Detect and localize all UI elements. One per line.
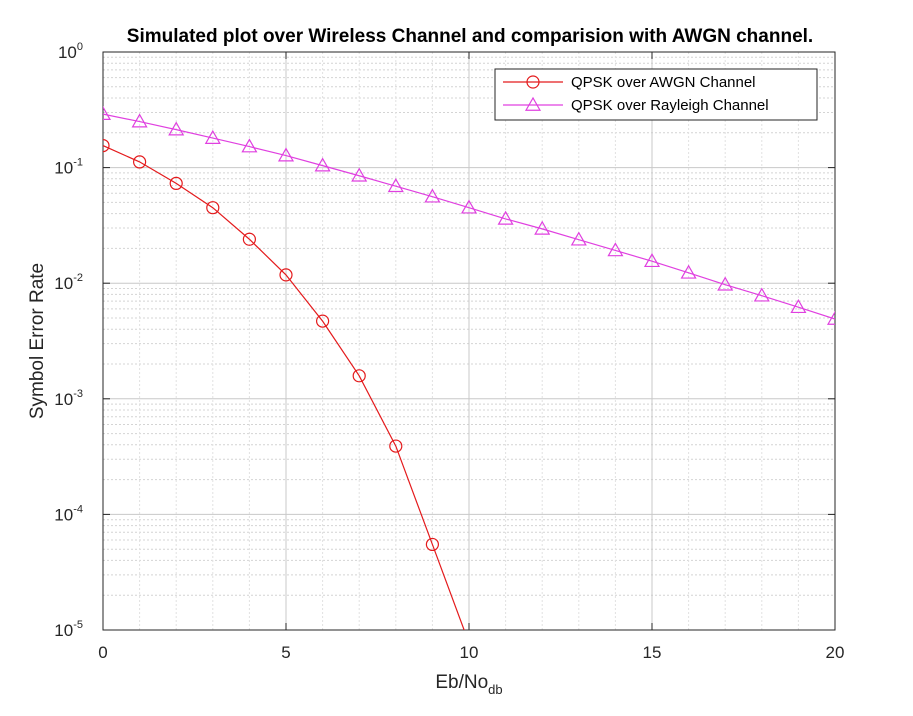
y-tick-label: 10-4 — [54, 503, 83, 524]
data-point-triangle — [204, 129, 221, 144]
data-point-circle — [425, 537, 439, 552]
data-point-triangle — [680, 264, 697, 279]
series-line — [103, 113, 835, 320]
data-point-triangle — [753, 287, 770, 302]
data-point-circle — [279, 268, 293, 282]
y-tick-label: 10-1 — [54, 157, 83, 178]
data-point-circle — [526, 75, 540, 89]
data-point-triangle — [424, 188, 441, 203]
data-point-triangle — [168, 121, 185, 136]
data-point-triangle — [534, 220, 551, 235]
legend-label: QPSK over AWGN Channel — [571, 74, 756, 91]
x-tick-label: 10 — [460, 643, 479, 662]
legend-label: QPSK over Rayleigh Channel — [571, 97, 769, 114]
data-point-circle — [352, 369, 366, 383]
y-axis-ticks: 100 10-1 10-2 10-3 10-4 10-5 — [54, 41, 835, 640]
series-1 — [103, 138, 465, 630]
data-point-circle — [133, 155, 147, 169]
legend-entries: QPSK over AWGN Channel QPSK over Rayleigh… — [503, 74, 769, 114]
data-point-circle — [389, 439, 403, 453]
series-2 — [103, 105, 835, 325]
data-point-circle — [242, 232, 256, 246]
data-point-triangle — [314, 157, 331, 172]
x-tick-label: 0 — [98, 643, 107, 662]
x-axis-label: Eb/Nodb — [435, 672, 502, 697]
data-point-triangle — [570, 231, 587, 246]
data-point-circle — [206, 201, 220, 215]
data-point-triangle — [241, 138, 258, 153]
data-point-triangle — [131, 113, 148, 128]
data-point-triangle — [497, 210, 514, 225]
y-tick-label: 10-2 — [54, 272, 83, 293]
data-point-triangle — [277, 147, 295, 162]
series-layer — [103, 105, 835, 630]
data-point-triangle — [524, 96, 542, 111]
data-point-triangle — [790, 298, 807, 314]
x-tick-label: 20 — [826, 643, 845, 662]
y-tick-label: 100 — [58, 41, 83, 62]
data-point-triangle — [717, 276, 734, 291]
data-point-circle — [169, 176, 183, 190]
data-point-triangle — [387, 178, 404, 193]
x-axis-label-main: Eb/No — [435, 672, 488, 693]
data-point-triangle — [643, 252, 661, 268]
legend-box — [494, 68, 818, 121]
chart-title: Simulated plot over Wireless Channel and… — [127, 26, 813, 47]
y-axis-label: Symbol Error Rate — [27, 263, 48, 419]
x-axis-ticks: 0 5 10 15 20 — [98, 52, 844, 662]
data-point-circle — [316, 314, 330, 328]
data-point-triangle — [607, 242, 624, 257]
y-tick-label: 10-5 — [54, 619, 83, 640]
x-axis-label-subscript: db — [488, 682, 502, 697]
y-tick-label: 10-3 — [54, 388, 83, 409]
x-tick-label: 5 — [281, 643, 290, 662]
data-point-triangle — [351, 167, 368, 182]
x-tick-label: 15 — [643, 643, 662, 662]
series-line — [103, 145, 465, 630]
data-point-triangle — [826, 310, 835, 325]
legend: QPSK over AWGN Channel QPSK over Rayleigh… — [494, 68, 818, 121]
data-point-triangle — [460, 199, 478, 214]
data-point-circle — [103, 138, 110, 153]
data-point-triangle — [103, 105, 112, 120]
